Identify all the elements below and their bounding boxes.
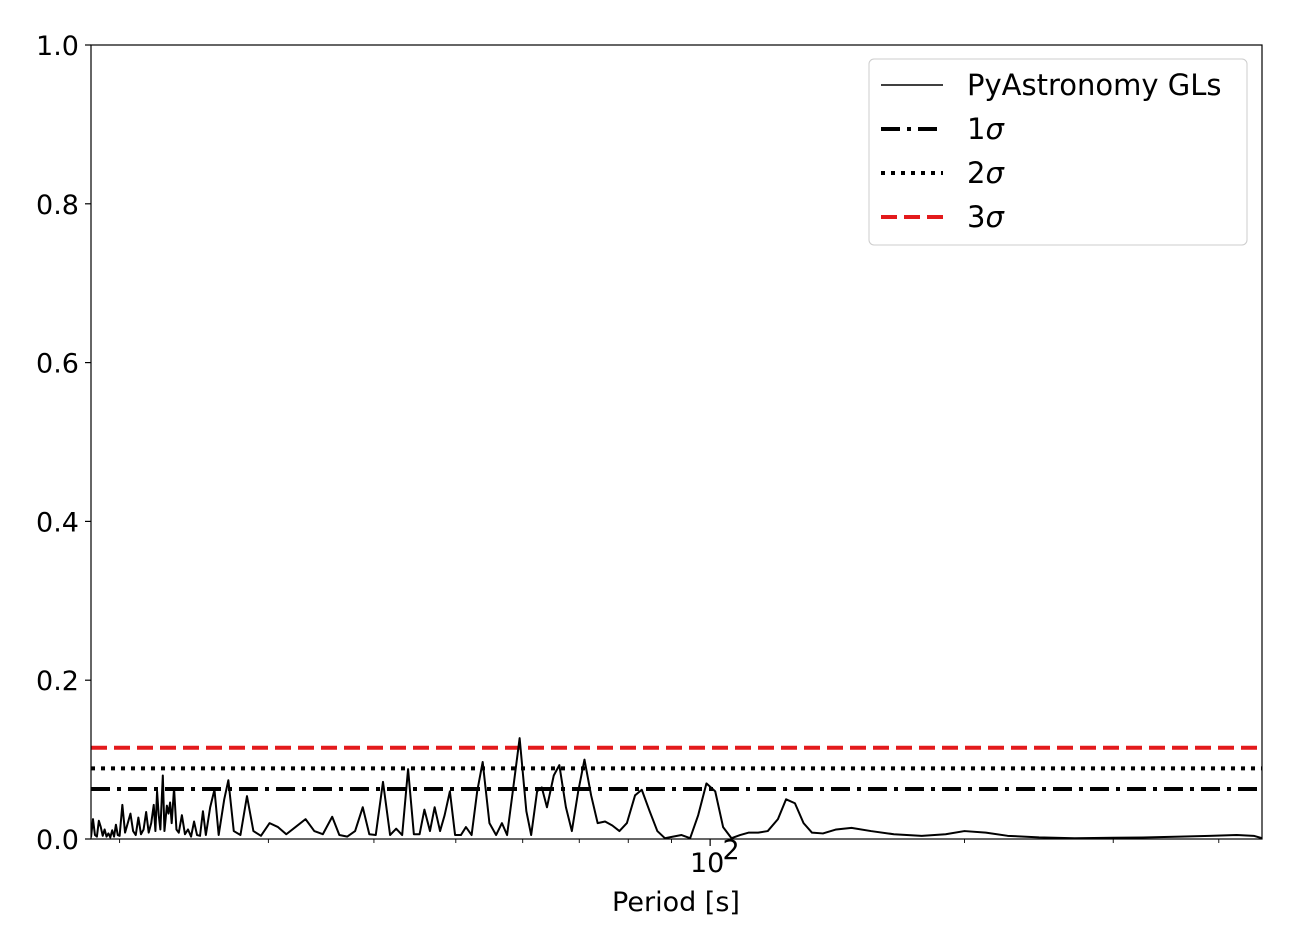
y-axis: 0.0 0.2 0.4 0.6 0.8 1.0 (36, 31, 91, 856)
threshold-lines (91, 745, 1262, 791)
legend-label: 3σ (967, 200, 1005, 234)
y-tick-label: 0.2 (36, 666, 79, 697)
series-line-1 (91, 737, 1262, 839)
x-axis-label: Period [s] (612, 887, 740, 918)
legend: PyAstronomy GLs 1σ 2σ 3σ (868, 58, 1248, 246)
legend-label: 1σ (967, 112, 1005, 146)
plot-frame (90, 44, 1263, 840)
y-tick-label: 0.8 (36, 190, 79, 221)
y-tick-label: 0.0 (36, 825, 79, 856)
legend-label: 2σ (967, 156, 1005, 190)
series-layer (91, 737, 1262, 839)
x-axis: 102 (119, 835, 1220, 879)
legend-box (868, 58, 1248, 246)
y-tick-label: 0.4 (36, 507, 79, 538)
x-tick-exponent: 2 (723, 835, 740, 866)
plot-area (90, 44, 1263, 840)
y-tick-label: 1.0 (36, 31, 79, 62)
x-tick-label: 10 (690, 848, 724, 879)
legend-label: PyAstronomy GLs (967, 68, 1222, 102)
y-tick-label: 0.6 (36, 349, 79, 380)
